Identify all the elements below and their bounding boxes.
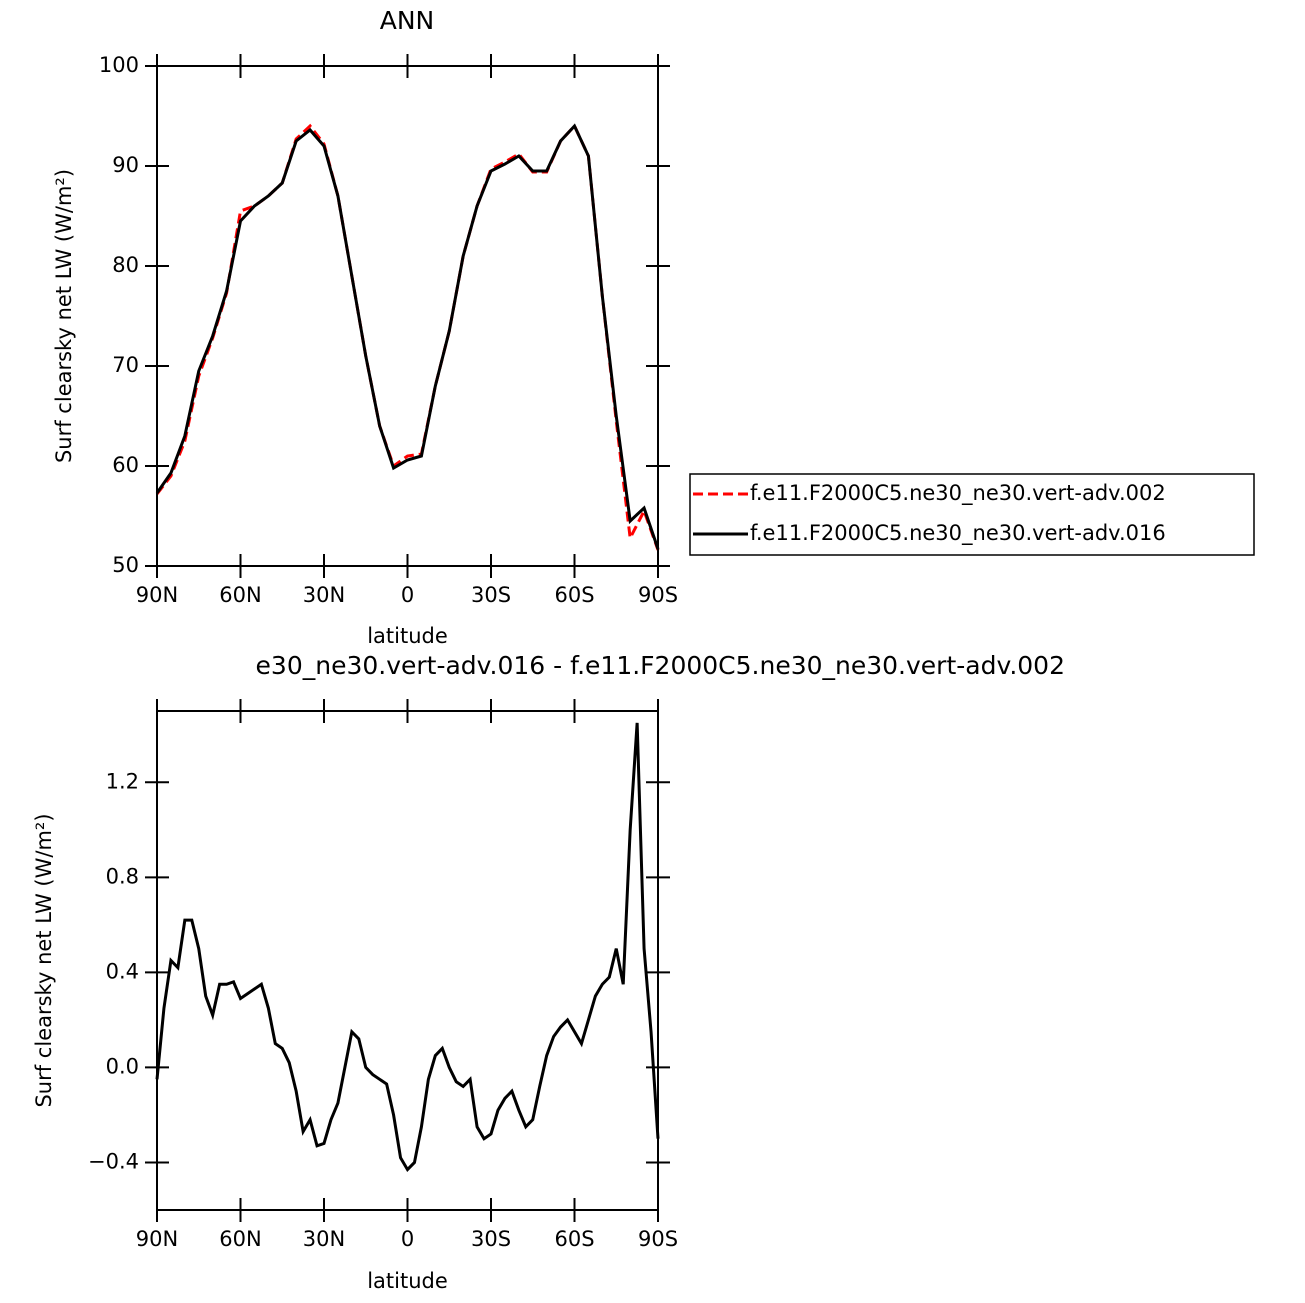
- chart-title: ANN: [380, 6, 435, 35]
- plot-frame: [156, 65, 659, 567]
- legend-label: f.e11.F2000C5.ne30_ne30.vert-adv.016: [750, 521, 1166, 546]
- chart-title: e30_ne30.vert-adv.016 - f.e11.F2000C5.ne…: [256, 651, 1065, 680]
- x-tick-label: 90S: [638, 583, 678, 607]
- x-tick-label: 0: [401, 1227, 414, 1251]
- y-tick-label: 50: [112, 553, 139, 577]
- legend-label: f.e11.F2000C5.ne30_ne30.vert-adv.002: [750, 481, 1166, 506]
- y-tick-label: 0.4: [106, 959, 139, 983]
- y-tick-label: 0.0: [106, 1054, 139, 1078]
- data-line: [155, 722, 660, 1173]
- x-tick-label: 30S: [471, 583, 511, 607]
- y-tick-label: 1.2: [106, 769, 139, 793]
- y-tick-label: −0.4: [88, 1149, 139, 1173]
- x-tick-label: 0: [401, 583, 414, 607]
- y-tick-label: 80: [112, 253, 139, 277]
- y-tick-label: 70: [112, 353, 139, 377]
- x-tick-label: 60S: [554, 1227, 594, 1251]
- x-tick-label: 30N: [303, 583, 345, 607]
- y-tick-label: 0.8: [106, 864, 139, 888]
- x-tick-label: 30N: [303, 1227, 345, 1251]
- x-tick-label: 90N: [136, 1227, 178, 1251]
- data-line: [155, 123, 660, 551]
- y-tick-label: 90: [112, 153, 139, 177]
- x-tick-label: 90S: [638, 1227, 678, 1251]
- y-tick-label: 100: [99, 53, 139, 77]
- data-line: [155, 123, 660, 550]
- x-axis-label: latitude: [367, 624, 448, 648]
- x-tick-label: 60S: [554, 583, 594, 607]
- x-axis-label: latitude: [367, 1269, 448, 1293]
- legend-box: [689, 473, 1255, 556]
- x-tick-label: 60N: [219, 583, 261, 607]
- y-axis-label: Surf clearsky net LW (W/m²): [32, 813, 56, 1107]
- x-tick-label: 30S: [471, 1227, 511, 1251]
- x-tick-label: 90N: [136, 583, 178, 607]
- plot-frame: [156, 710, 659, 1211]
- y-axis-label: Surf clearsky net LW (W/m²): [52, 169, 76, 463]
- y-tick-label: 60: [112, 453, 139, 477]
- x-tick-label: 60N: [219, 1227, 261, 1251]
